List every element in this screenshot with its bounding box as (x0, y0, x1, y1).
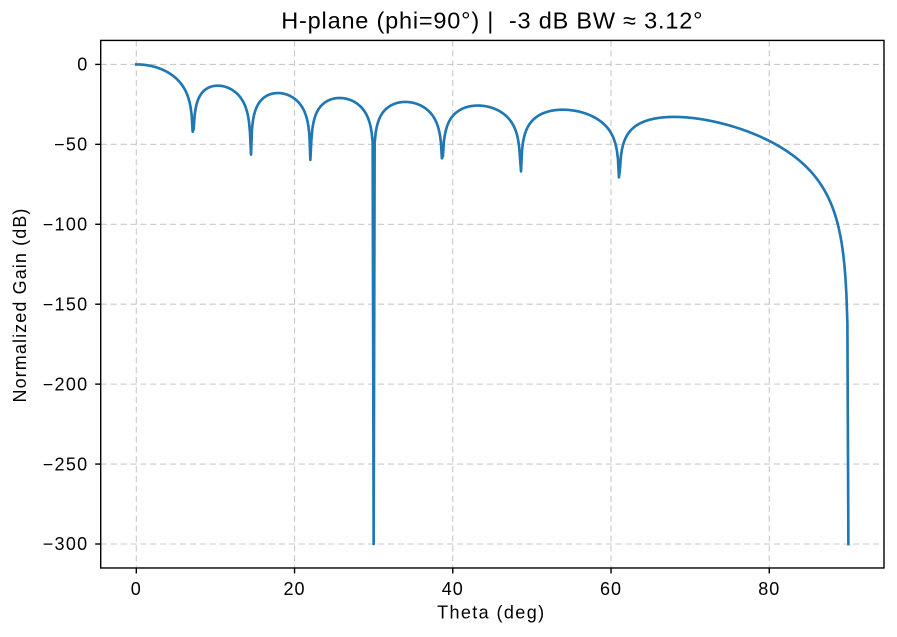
svg-text:−300: −300 (43, 534, 89, 554)
svg-text:−50: −50 (54, 135, 88, 155)
svg-text:0: 0 (131, 579, 142, 599)
svg-text:H-plane (phi=90°) | -3 dB BW: H-plane (phi=90°) | -3 dB BW ≈ 3.12° (281, 8, 703, 34)
svg-text:−200: −200 (43, 374, 89, 394)
svg-text:40: 40 (442, 579, 464, 599)
svg-text:80: 80 (758, 579, 780, 599)
svg-text:−100: −100 (43, 214, 89, 234)
svg-text:Theta (deg): Theta (deg) (437, 602, 545, 622)
svg-text:Normalized Gain (dB): Normalized Gain (dB) (10, 207, 30, 402)
svg-text:20: 20 (284, 579, 306, 599)
svg-text:0: 0 (77, 55, 88, 75)
svg-text:60: 60 (600, 579, 622, 599)
svg-text:−250: −250 (43, 454, 89, 474)
svg-text:−150: −150 (43, 294, 89, 314)
